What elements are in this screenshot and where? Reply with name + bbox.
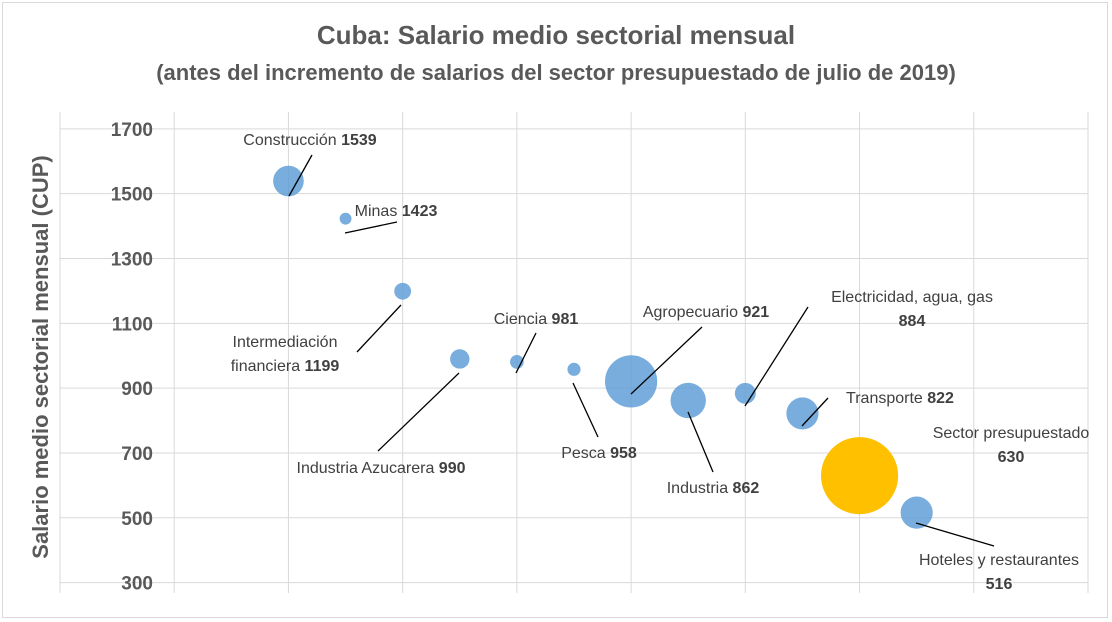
y-axis-label: Salario medio sectorial mensual (CUP) [28, 155, 53, 558]
bubble-minas [339, 212, 352, 225]
data-label: Intermediación financiera 1199 [231, 334, 340, 375]
leader-lines [288, 154, 995, 547]
data-label: Minas 1423 [355, 203, 438, 220]
y-tick-label: 900 [121, 379, 153, 400]
leader-line [344, 221, 398, 234]
bubble-agropecuario [605, 355, 658, 408]
grid [59, 112, 1089, 593]
bubble-transporte [786, 397, 819, 430]
y-tick-label: 700 [121, 444, 153, 465]
leader-line [356, 304, 402, 353]
bubble-industria [670, 382, 706, 419]
leader-line [515, 332, 537, 374]
y-tick-label: 1700 [111, 120, 153, 141]
data-label: Electricidad, agua, gas 884 [831, 289, 993, 330]
chart-title: Cuba: Salario medio sectorial mensual [316, 20, 796, 50]
data-label: Pesca 958 [561, 445, 637, 462]
data-label: Construcción 1539 [243, 132, 377, 149]
bubble-electricidad-agua-gas [734, 382, 756, 404]
bubble-hoteles-y-restaurantes [900, 496, 933, 529]
leader-line [377, 372, 460, 452]
bubbles [273, 165, 933, 529]
chart-subtitle: (antes del incremento de salarios del se… [156, 60, 956, 85]
data-label: Hoteles y restaurantes 516 [919, 552, 1079, 593]
data-label: Industria Azucarera 990 [297, 460, 466, 477]
bubble-industria-azucarera [450, 349, 470, 369]
data-labels: Construcción 1539 Minas 1423 Intermediació… [231, 132, 1090, 593]
y-axis-ticks: 300 500 700 900 1100 1300 1500 1700 [111, 120, 153, 595]
leader-line [915, 522, 995, 547]
y-tick-label: 1500 [111, 185, 153, 206]
bubble-sector-presupuestado [820, 437, 899, 515]
data-label: Industria 862 [667, 480, 760, 497]
leader-line [744, 306, 809, 407]
bubble-intermediaci-n-financiera [394, 282, 412, 300]
leader-line [801, 397, 829, 427]
data-label: Sector presupuestado 630 [933, 425, 1090, 466]
y-tick-label: 1100 [112, 314, 153, 335]
data-label: Ciencia 981 [494, 311, 579, 328]
data-label: Transporte 822 [846, 390, 954, 407]
leader-line [630, 326, 703, 395]
y-tick-label: 1300 [111, 250, 153, 271]
leader-line [572, 382, 599, 438]
leader-line [687, 411, 714, 473]
bubble-pesca [567, 362, 581, 376]
y-tick-label: 500 [121, 509, 153, 530]
y-tick-label: 300 [121, 574, 153, 595]
bubble-construcci-n [273, 165, 304, 197]
data-label: Agropecuario 921 [643, 304, 769, 321]
leader-line [288, 154, 313, 197]
